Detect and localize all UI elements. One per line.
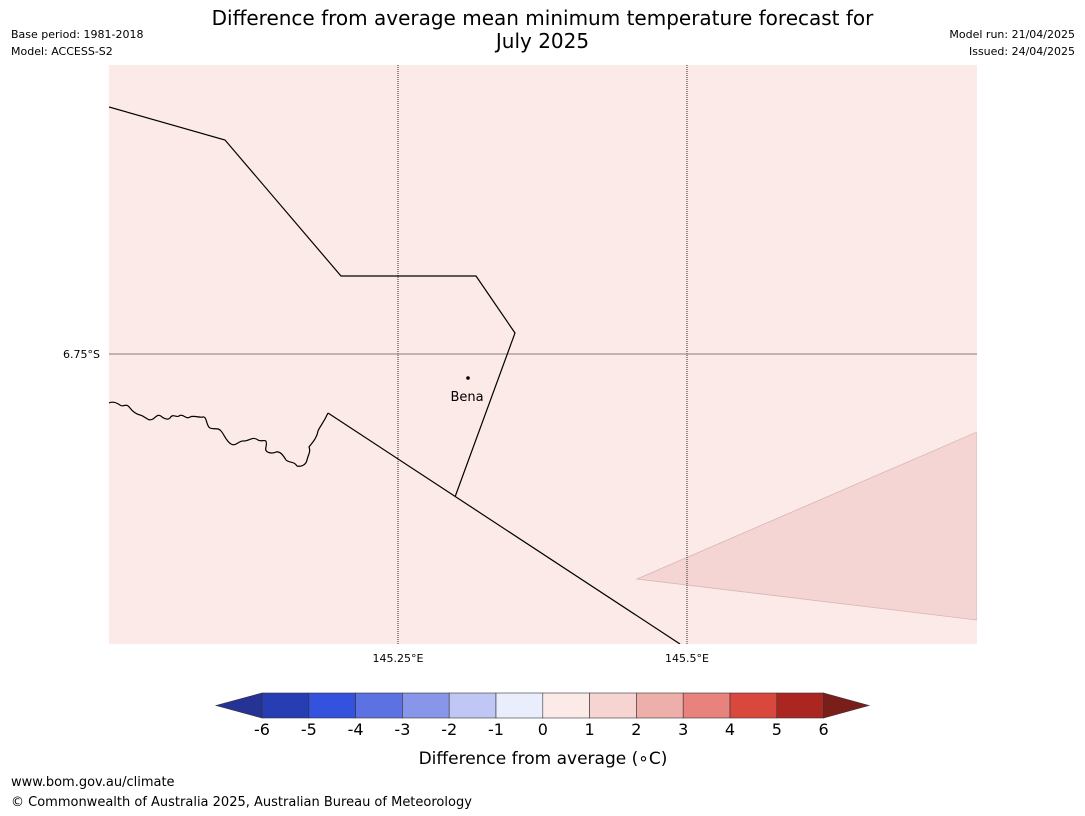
colorbar-tick-label: 4 [725,720,735,739]
colorbar-segment [682,692,731,719]
colorbar-tick-label: -2 [441,720,457,739]
issued-date: Issued: 24/04/2025 [968,45,1075,58]
colorbar-tick-label: -3 [394,720,410,739]
colorbar-tick-label: -1 [488,720,504,739]
higher-anomaly-region [635,431,977,621]
colorbar-tick-label: -5 [301,720,317,739]
base-period: Base period: 1981-2018 [11,28,144,41]
map-title: Difference from average mean minimum tem… [0,7,1085,53]
colorbar-tick-label: 2 [631,720,641,739]
longitude-label-2: 145.5°E [665,652,709,665]
colorbar-segment [448,692,497,719]
colorbar-tick-label: 0 [538,720,548,739]
colorbar-tick-label: 6 [819,720,829,739]
title-line-2: July 2025 [495,29,590,53]
place-label-bena: Bena [450,390,483,405]
colorbar-segment [402,692,450,719]
colorbar-segment [729,692,778,719]
colorbar-tick-label: 3 [678,720,688,739]
model-name: Model: ACCESS-S2 [11,45,113,58]
province-border-south [327,412,681,644]
colorbar-segment [495,692,544,719]
footer-copyright: © Commonwealth of Australia 2025, Austra… [11,795,472,810]
colorbar-segment [355,692,403,719]
coastline [109,401,329,467]
colorbar [214,692,871,719]
colorbar-segment [261,692,310,719]
colorbar-ticks: -6 -5 -4 -3 -2 -1 0 1 2 3 4 5 6 [254,720,829,739]
model-run: Model run: 21/04/2025 [949,28,1075,41]
colorbar-extend-low [214,692,263,719]
colorbar-segment [776,692,824,719]
province-border-north [109,106,516,498]
colorbar-extend-high [823,692,871,719]
colorbar-tick-label: -4 [348,720,364,739]
colorbar-tick-label: 1 [585,720,595,739]
map-panel[interactable]: Bena [109,65,977,644]
colorbar-segment [636,692,684,719]
place-marker[interactable] [466,376,470,380]
longitude-label-1: 145.25°E [373,652,424,665]
forecast-meta-left: Base period: 1981-2018 Model: ACCESS-S2 [11,26,143,60]
colorbar-label: Difference from average (∘C) [419,749,668,769]
forecast-meta-right: Model run: 21/04/2025 Issued: 24/04/2025 [949,26,1075,60]
colorbar-segment [589,692,637,719]
colorbar-tick-label: -6 [254,720,270,739]
colorbar-tick-label: 5 [772,720,782,739]
colorbar-segment [542,692,590,719]
title-line-1: Difference from average mean minimum tem… [211,6,874,30]
colorbar-segment [308,692,356,719]
latitude-label: 6.75°S [63,348,100,361]
footer-url[interactable]: www.bom.gov.au/climate [11,775,175,790]
